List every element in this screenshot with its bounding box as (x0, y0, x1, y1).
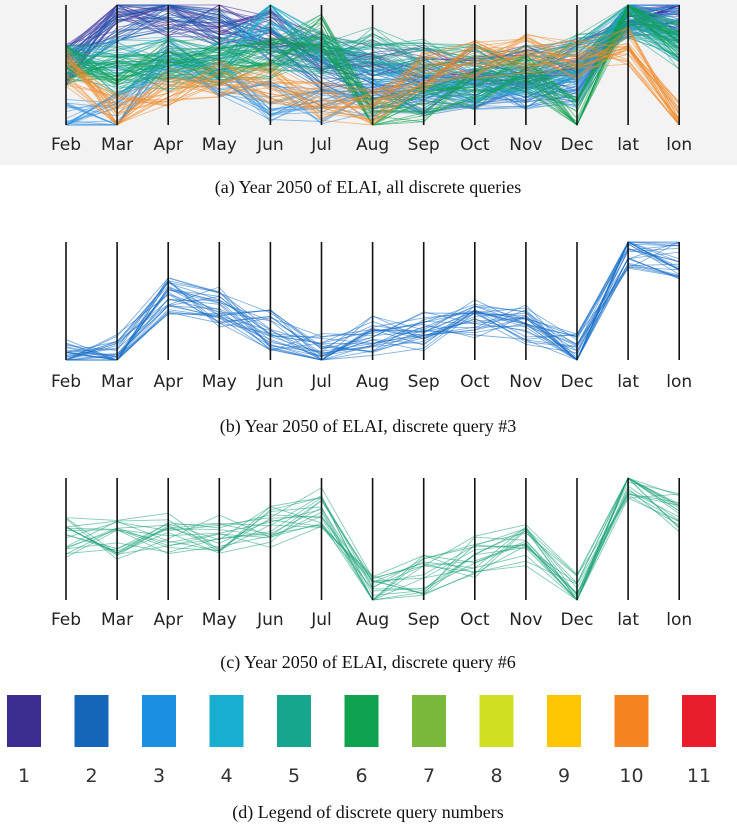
axis-label-oct: Oct (460, 610, 490, 630)
axis-label-nov: Nov (509, 372, 542, 392)
axis-label-oct: Oct (460, 135, 490, 155)
legend-swatch-9 (547, 695, 581, 747)
axis-label-jul: Jul (310, 610, 332, 630)
axis-label-may: May (202, 610, 237, 630)
axis-label-feb: Feb (51, 372, 81, 392)
axis-label-dec: Dec (561, 610, 594, 630)
axis-label-lon: lon (666, 372, 692, 392)
axis-label-dec: Dec (561, 372, 594, 392)
legend-swatch-3 (142, 695, 176, 747)
legend-swatch-1 (7, 695, 41, 747)
axis-label-mar: Mar (101, 610, 133, 630)
legend-swatch-4 (209, 695, 244, 747)
axis-label-lon: lon (666, 610, 692, 630)
axis-label-nov: Nov (509, 610, 542, 630)
axis-label-aug: Aug (356, 372, 389, 392)
axis-label-jul: Jul (310, 372, 332, 392)
axis-label-mar: Mar (101, 372, 133, 392)
axis-label-feb: Feb (51, 135, 81, 155)
axis-label-nov: Nov (509, 135, 542, 155)
axis-label-jun: Jun (256, 372, 284, 392)
axis-label-aug: Aug (356, 610, 389, 630)
caption-b: (b) Year 2050 of ELAI, discrete query #3 (220, 416, 516, 437)
legend-label-7: 7 (423, 765, 435, 787)
axis-label-aug: Aug (356, 135, 389, 155)
caption-c: (c) Year 2050 of ELAI, discrete query #6 (220, 652, 515, 673)
axis-label-sep: Sep (408, 135, 440, 155)
legend-label-10: 10 (619, 765, 643, 787)
axis-label-apr: Apr (153, 610, 182, 630)
panel-c-plot: Feb Mar Apr May Jun Jul Aug Sep Oct Nov Dec lat lon (51, 477, 692, 630)
axis-label-sep: Sep (408, 372, 440, 392)
axis-label-feb: Feb (51, 610, 81, 630)
legend-label-9: 9 (558, 765, 570, 787)
axis-label-lat: lat (617, 610, 639, 630)
legend-label-3: 3 (153, 765, 165, 787)
panel-b-plot: Feb Mar Apr May Jun Jul Aug Sep Oct Nov Dec lat lon (51, 241, 692, 392)
axis-label-mar: Mar (101, 135, 133, 155)
legend-swatch-8 (479, 695, 514, 747)
legend-label-1: 1 (18, 765, 30, 787)
legend-label-5: 5 (288, 765, 300, 787)
panel-a-plot: Feb Mar Apr May Jun Jul Aug Sep Oct Nov Dec lat lon (51, 4, 692, 155)
axis-label-apr: Apr (153, 372, 182, 392)
caption-d: (d) Legend of discrete query numbers (232, 802, 503, 823)
axis-label-may: May (202, 372, 237, 392)
axis-label-may: May (202, 135, 237, 155)
legend-label-6: 6 (355, 765, 367, 787)
legend-swatch-11 (682, 695, 716, 747)
legend-label-8: 8 (490, 765, 502, 787)
axis-label-jul: Jul (310, 135, 332, 155)
legend-label-2: 2 (85, 765, 97, 787)
legend-swatch-5 (277, 695, 311, 747)
legend-swatch-10 (614, 695, 649, 747)
axis-label-jun: Jun (256, 135, 284, 155)
axis-label-lat: lat (617, 372, 639, 392)
axis-label-oct: Oct (460, 372, 490, 392)
legend-label-11: 11 (687, 765, 711, 787)
legend-swatch-6 (344, 695, 379, 747)
legend: 1 2 3 4 5 6 7 8 9 10 11 (7, 695, 716, 787)
legend-swatch-7 (412, 695, 446, 747)
caption-a: (a) Year 2050 of ELAI, all discrete quer… (215, 177, 521, 198)
axis-label-lat: lat (617, 135, 639, 155)
axis-label-jun: Jun (256, 610, 284, 630)
axis-label-apr: Apr (153, 135, 182, 155)
axis-label-dec: Dec (561, 135, 594, 155)
axis-label-sep: Sep (408, 610, 440, 630)
legend-swatch-2 (74, 695, 109, 747)
legend-label-4: 4 (220, 765, 232, 787)
axis-label-lon: lon (666, 135, 692, 155)
